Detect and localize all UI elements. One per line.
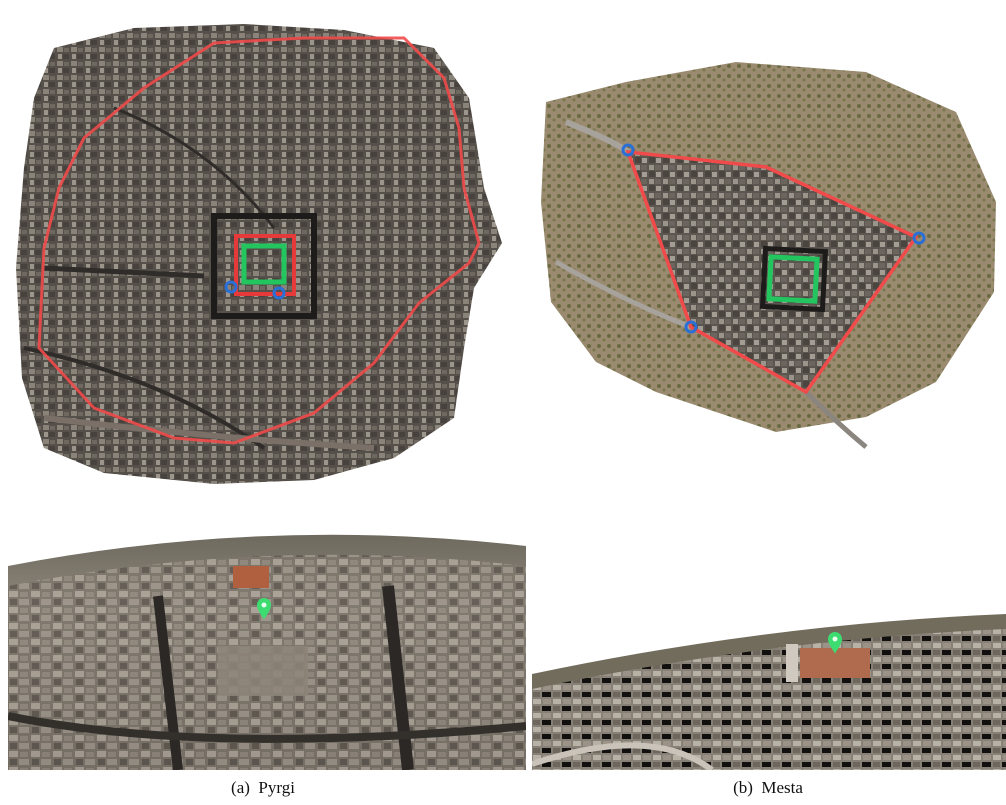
- caption-label: (b): [733, 778, 753, 797]
- pyrgi-center-square: [241, 243, 287, 285]
- entry-point-icon: [684, 320, 698, 334]
- caption-name: Pyrgi: [258, 778, 295, 797]
- mesta-topdown-image: [541, 62, 996, 449]
- caption-name: Mesta: [761, 778, 803, 797]
- entry-point-icon: [224, 280, 238, 294]
- mesta-outer-boundary: [625, 149, 919, 395]
- caption-label: (a): [231, 778, 250, 797]
- entry-point-icon: [621, 143, 635, 157]
- mesta-topdown-panel: [536, 52, 1004, 452]
- pyrgi-topdown-panel: [14, 18, 508, 488]
- pyrgi-perspective-image: [8, 534, 526, 770]
- pyrgi-topdown-image: [16, 24, 502, 484]
- pyrgi-inner-boundary: [234, 234, 296, 296]
- pyrgi-outer-boundary: [37, 36, 481, 445]
- mesta-center-square: [766, 254, 820, 304]
- location-pin-icon: [828, 632, 842, 654]
- location-pin-icon: [257, 598, 271, 620]
- mesta-perspective-image: [532, 614, 1006, 770]
- pyrgi-perspective-panel: [8, 526, 526, 770]
- caption-pyrgi: (a) Pyrgi: [0, 778, 526, 798]
- entry-point-icon: [272, 286, 286, 300]
- mesta-perspective-panel: [532, 614, 1006, 770]
- pyrgi-town-mass: [16, 24, 502, 484]
- entry-point-icon: [912, 231, 926, 245]
- caption-mesta: (b) Mesta: [530, 778, 1006, 798]
